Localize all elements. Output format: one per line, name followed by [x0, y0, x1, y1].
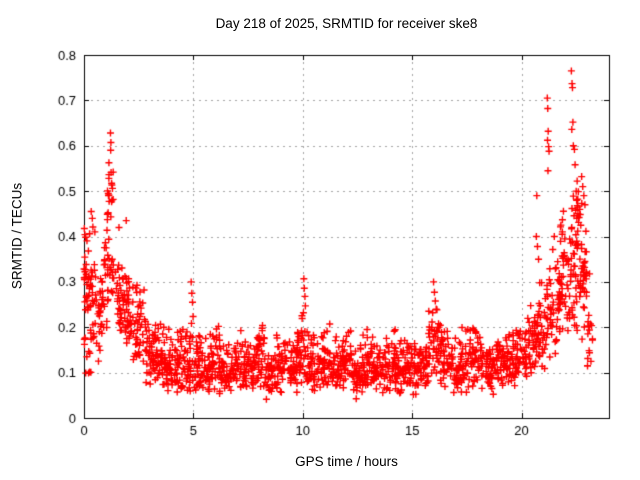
y-axis-label: SRMTID / TECUs: [9, 182, 25, 290]
chart-title: Day 218 of 2025, SRMTID for receiver ske…: [215, 16, 478, 31]
x-axis-label: GPS time / hours: [295, 454, 398, 469]
